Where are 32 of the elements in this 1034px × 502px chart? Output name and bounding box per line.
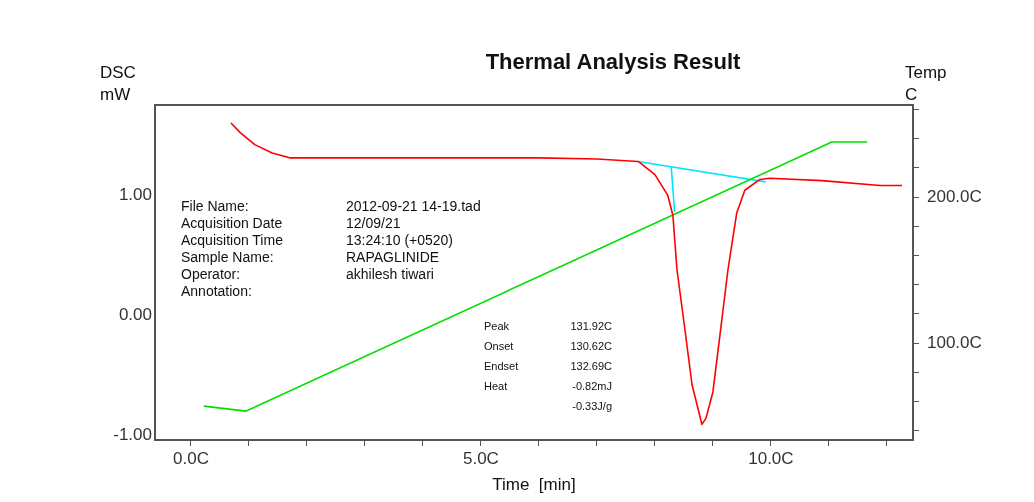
annotation: -0.82mJ bbox=[572, 380, 612, 393]
annotation: Acquisition Date bbox=[181, 214, 283, 231]
annotation: Peak bbox=[484, 320, 510, 333]
annotation: Operator: bbox=[181, 265, 241, 282]
annotation: 12/09/21 bbox=[346, 214, 401, 231]
x-axis-title: Time [min] bbox=[492, 474, 576, 494]
annotation: 131.92C bbox=[570, 320, 613, 333]
annotation: 132.69C bbox=[570, 360, 613, 373]
annotation: Onset bbox=[484, 340, 514, 353]
y2-axis-title: Temp C bbox=[905, 62, 947, 104]
annotation: 2012-09-21 14-19.tad bbox=[346, 197, 481, 214]
annotation: RAPAGLINIDE bbox=[346, 248, 440, 265]
x-tick-label: 5.0C bbox=[462, 448, 499, 468]
annotation: Sample Name: bbox=[181, 248, 274, 265]
y-tick-label: -1.00 bbox=[113, 424, 152, 444]
y2-tick-label: 100.0C bbox=[927, 332, 982, 352]
annotation: Endset bbox=[484, 360, 519, 373]
chart-title: Thermal Analysis Result bbox=[485, 49, 742, 75]
y-axis-title: DSC mW bbox=[100, 62, 136, 104]
x-tick-label: 10.0C bbox=[748, 448, 794, 468]
y-tick-label: 1.00 bbox=[118, 184, 152, 204]
annotation: 130.62C bbox=[570, 340, 613, 353]
annotation: akhilesh tiwari bbox=[346, 265, 434, 282]
annotation: Annotation: bbox=[181, 282, 252, 299]
annotation: Acquisition Time bbox=[181, 231, 284, 248]
x-tick-label: 0.0C bbox=[173, 448, 209, 468]
annotation: Heat bbox=[484, 380, 508, 393]
y2-tick-label: 200.0C bbox=[927, 186, 982, 206]
y-tick-label: 0.00 bbox=[118, 304, 152, 324]
annotation: -0.33J/g bbox=[572, 400, 612, 413]
annotation: File Name: bbox=[181, 197, 249, 214]
annotation: 13:24:10 (+0520) bbox=[346, 231, 454, 248]
